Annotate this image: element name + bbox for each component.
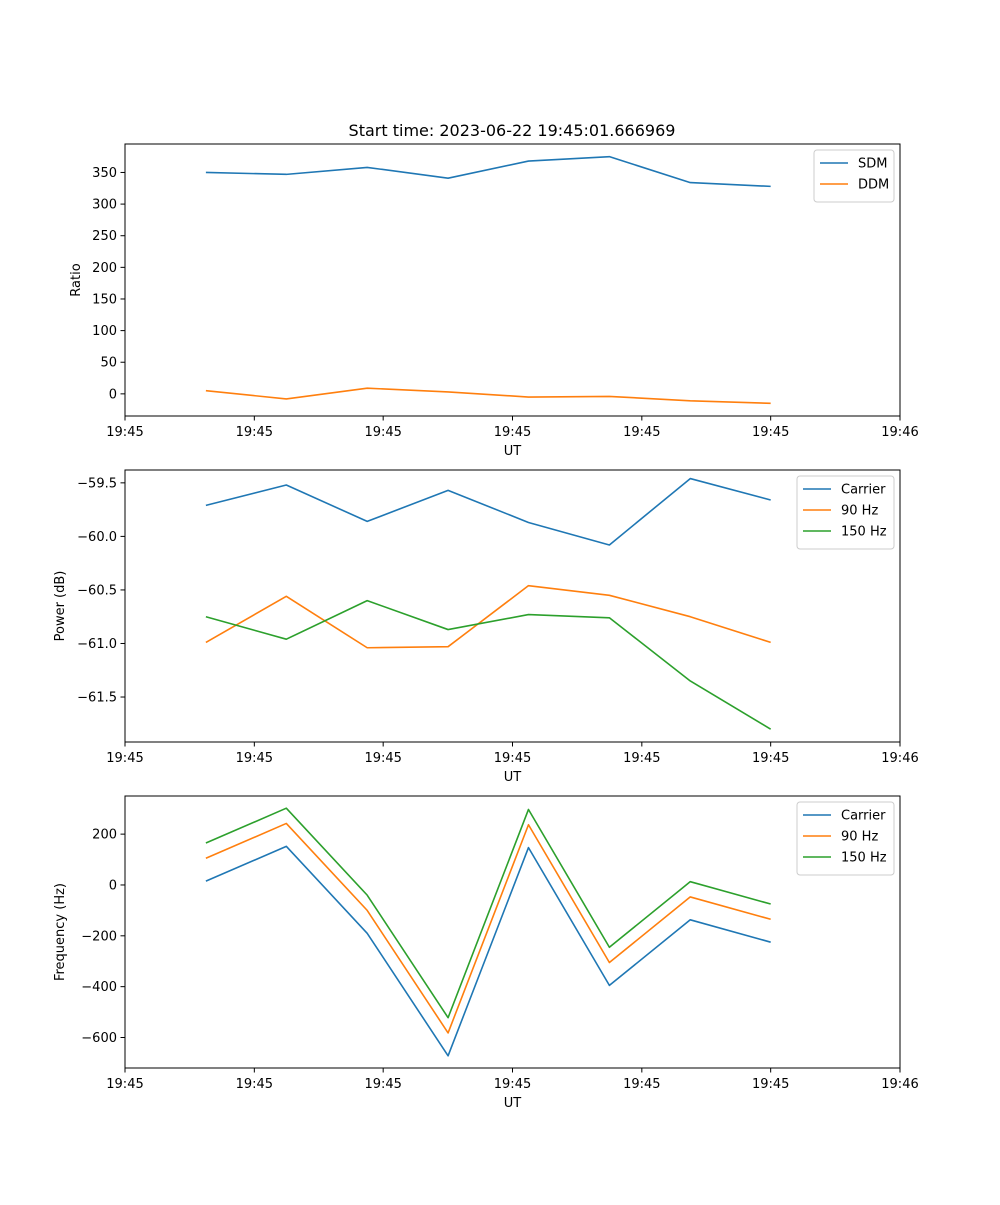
legend: Carrier 90 Hz 150 Hz — [796, 475, 895, 550]
y-axis-label: Power (dB) — [53, 571, 68, 642]
x-tick-label: 19:45 — [623, 751, 660, 766]
x-tick-label: 19:45 — [494, 425, 531, 440]
subplot-1: 19:45 19:45 19:45 19:45 19:45 19:45 19:46 0 50 10… — [69, 143, 919, 459]
x-axis-label: UT — [504, 444, 522, 459]
legend-label: 90 Hz — [841, 830, 878, 845]
x-tick-label: 19:45 — [364, 425, 401, 440]
legend-label: 150 Hz — [841, 525, 887, 540]
x-axis-label: UT — [504, 1096, 522, 1111]
y-tick-label: −200 — [81, 929, 117, 944]
legend: Carrier 90 Hz 150 Hz — [796, 801, 895, 876]
series-line-carrier — [205, 477, 771, 546]
legend-label: DDM — [858, 178, 889, 193]
y-axis-label: Frequency (Hz) — [53, 883, 68, 981]
legend-label: 150 Hz — [841, 851, 887, 866]
x-tick-label: 19:45 — [236, 425, 273, 440]
x-tick-label: 19:45 — [106, 425, 143, 440]
y-tick-label: 150 — [92, 292, 117, 307]
subplot-3: 19:45 19:45 19:45 19:45 19:45 19:45 19:46 200 0 −… — [53, 795, 919, 1111]
series-line-ddm — [205, 387, 771, 405]
subplots: 19:45 19:45 19:45 19:45 19:45 19:45 19:46 0 50 10… — [53, 143, 919, 1111]
x-tick-label: 19:46 — [881, 751, 918, 766]
y-tick-label: 350 — [92, 166, 117, 181]
x-tick-label: 19:46 — [881, 1077, 918, 1092]
x-tick-label: 19:45 — [623, 1077, 660, 1092]
series-line-90-hz — [205, 822, 771, 1034]
y-tick-label: 250 — [92, 229, 117, 244]
y-tick-label: 200 — [92, 261, 117, 276]
x-tick-label: 19:45 — [106, 751, 143, 766]
y-tick-label: 0 — [109, 878, 117, 893]
legend-label: Carrier — [841, 809, 886, 824]
series-line-150-hz — [205, 807, 771, 1019]
y-tick-label: −61.0 — [77, 637, 117, 652]
x-tick-label: 19:45 — [752, 1077, 789, 1092]
legend-label: SDM — [858, 157, 887, 172]
x-tick-label: 19:46 — [881, 425, 918, 440]
x-tick-label: 19:45 — [494, 1077, 531, 1092]
y-tick-label: −60.0 — [77, 530, 117, 545]
y-axis-label: Ratio — [69, 263, 84, 296]
figure-title: Start time: 2023-06-22 19:45:01.666969 — [349, 121, 676, 140]
x-tick-label: 19:45 — [236, 751, 273, 766]
y-tick-label: −61.5 — [77, 691, 117, 706]
x-tick-label: 19:45 — [494, 751, 531, 766]
x-tick-label: 19:45 — [106, 1077, 143, 1092]
y-tick-label: 200 — [92, 828, 117, 843]
legend-label: 90 Hz — [841, 504, 878, 519]
y-tick-label: −60.5 — [77, 583, 117, 598]
y-tick-label: −400 — [81, 980, 117, 995]
legend-label: Carrier — [841, 483, 886, 498]
y-tick-label: 100 — [92, 324, 117, 339]
x-tick-label: 19:45 — [752, 425, 789, 440]
x-tick-label: 19:45 — [623, 425, 660, 440]
series-line-carrier — [205, 845, 771, 1057]
y-tick-label: −600 — [81, 1031, 117, 1046]
subplot-2: 19:45 19:45 19:45 19:45 19:45 19:45 19:46 −59.5… — [53, 469, 919, 785]
x-tick-label: 19:45 — [236, 1077, 273, 1092]
series-line-90-hz — [205, 584, 771, 649]
y-tick-label: −59.5 — [77, 476, 117, 491]
y-tick-label: 300 — [92, 198, 117, 213]
x-axis-label: UT — [504, 770, 522, 785]
x-tick-label: 19:45 — [364, 751, 401, 766]
series-line-sdm — [205, 155, 771, 188]
series-line-150-hz — [205, 599, 772, 730]
x-tick-label: 19:45 — [364, 1077, 401, 1092]
x-tick-label: 19:45 — [752, 751, 789, 766]
legend: SDM DDM — [813, 149, 895, 203]
y-tick-label: 0 — [109, 387, 117, 402]
y-tick-label: 50 — [100, 356, 117, 371]
